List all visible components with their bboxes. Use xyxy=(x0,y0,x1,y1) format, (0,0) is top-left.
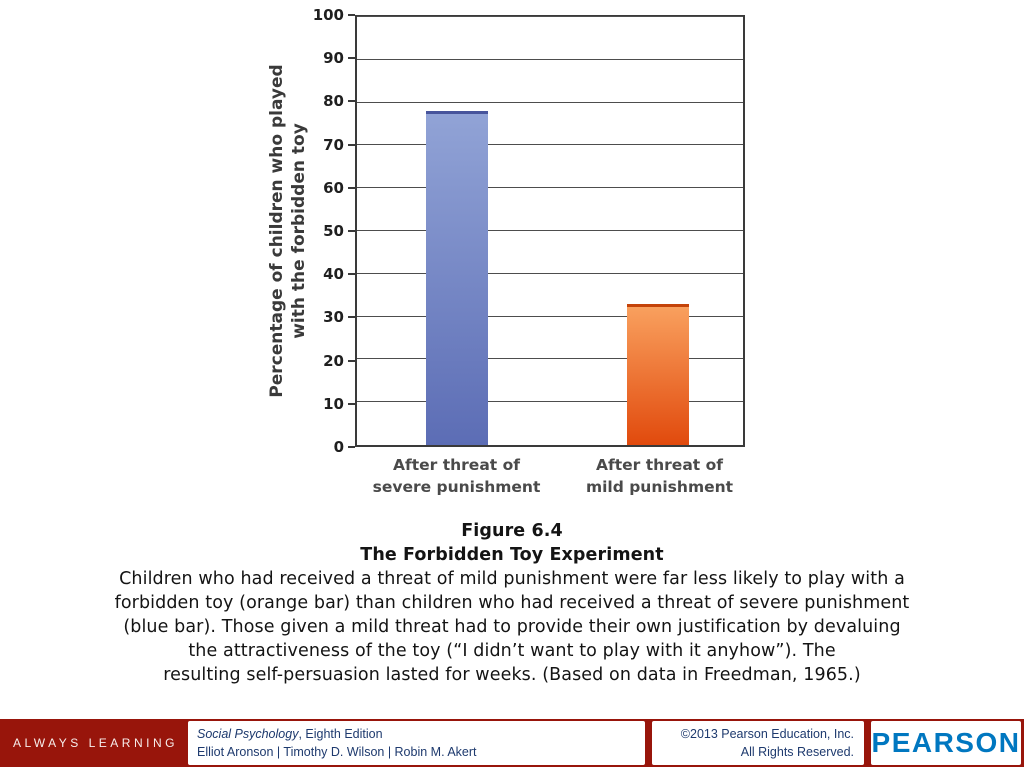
y-tick: 100 xyxy=(313,6,355,24)
gridline xyxy=(357,358,743,360)
y-tick-label: 90 xyxy=(323,49,344,68)
y-tick-mark xyxy=(348,230,355,232)
y-tick-mark xyxy=(348,186,355,189)
y-tick-mark xyxy=(348,273,355,276)
footer-book-info: Social Psychology, Eighth Edition Elliot… xyxy=(188,721,645,765)
pearson-logo: PEARSON xyxy=(871,726,1021,758)
x-label-severe: After threat of severe punishment xyxy=(359,455,554,498)
y-tick-mark xyxy=(348,100,355,103)
y-tick-mark xyxy=(348,316,355,319)
footer-logo-box: PEARSON xyxy=(871,721,1021,765)
gridline xyxy=(357,315,743,317)
gridline xyxy=(357,187,743,189)
y-tick-label: 0 xyxy=(333,438,344,456)
gridline xyxy=(357,58,743,60)
gridline xyxy=(357,144,743,146)
y-tick: 50 xyxy=(323,222,355,240)
caption-line: forbidden toy (orange bar) than children… xyxy=(114,593,910,613)
gridline xyxy=(357,16,743,17)
gridline xyxy=(357,401,743,403)
bar-mild-punishment xyxy=(627,303,690,445)
figure-caption: Figure 6.4 The Forbidden Toy Experiment … xyxy=(0,519,1024,687)
x-label-mild-line2: mild punishment xyxy=(585,477,734,496)
x-label-severe-line1: After threat of xyxy=(393,456,520,474)
x-label-severe-line2: severe punishment xyxy=(372,477,541,496)
y-tick-label: 50 xyxy=(323,222,344,240)
y-tick: 30 xyxy=(323,308,355,326)
y-tick-label: 80 xyxy=(323,92,344,111)
y-axis: 0 10 20 30 40 50 60 70 80 90 100 xyxy=(300,6,355,456)
x-label-mild: After threat of mild punishment xyxy=(562,455,757,498)
y-tick-mark xyxy=(348,359,355,362)
gridline xyxy=(357,272,743,274)
y-tick-label: 40 xyxy=(323,265,344,284)
y-tick-mark xyxy=(348,14,355,16)
caption-line: (blue bar). Those given a mild threat ha… xyxy=(123,617,901,637)
caption-line: resulting self-persuasion lasted for wee… xyxy=(163,665,861,685)
gridline xyxy=(357,101,743,103)
book-title: Social Psychology, Eighth Edition xyxy=(197,725,383,743)
book-title-italic: Social Psychology xyxy=(197,726,299,741)
y-tick: 40 xyxy=(323,265,355,283)
y-tick: 90 xyxy=(323,49,355,67)
y-tick-mark xyxy=(348,143,355,146)
y-tick: 80 xyxy=(323,92,355,110)
y-tick: 20 xyxy=(323,352,355,370)
y-tick-label: 100 xyxy=(312,6,344,24)
y-tick-label: 60 xyxy=(323,178,344,197)
y-tick: 0 xyxy=(334,438,355,456)
x-axis-labels: After threat of severe punishment After … xyxy=(355,455,745,498)
copyright-line1: ©2013 Pearson Education, Inc. xyxy=(680,726,854,741)
y-tick-label: 70 xyxy=(323,135,344,154)
y-tick: 10 xyxy=(323,395,355,413)
figure-label: Figure 6.4 xyxy=(461,521,563,541)
bar-slot-mild xyxy=(550,17,743,445)
copyright-line2: All Rights Reserved. xyxy=(740,745,854,759)
bar-slot-severe xyxy=(357,17,550,445)
book-title-edition: , Eighth Edition xyxy=(298,726,383,741)
x-label-mild-line1: After threat of xyxy=(596,456,723,474)
always-learning-label: ALWAYS LEARNING xyxy=(13,736,178,750)
gridline xyxy=(357,230,743,231)
bar-severe-punishment xyxy=(426,111,489,445)
book-authors: Elliot Aronson | Timothy D. Wilson | Rob… xyxy=(197,745,477,759)
caption-line: the attractiveness of the toy (“I didn’t… xyxy=(188,641,836,661)
y-tick-label: 30 xyxy=(323,308,344,327)
footer-bar: ALWAYS LEARNING Social Psychology, Eight… xyxy=(0,719,1024,767)
figure-title: The Forbidden Toy Experiment xyxy=(360,545,664,565)
caption-line: Children who had received a threat of mi… xyxy=(119,569,905,589)
y-tick-label: 20 xyxy=(323,351,344,370)
y-tick-mark xyxy=(348,446,355,448)
y-tick-label: 10 xyxy=(323,394,344,413)
y-tick-mark xyxy=(348,402,355,405)
y-tick: 70 xyxy=(323,136,355,154)
y-tick-mark xyxy=(348,57,355,60)
footer-copyright: ©2013 Pearson Education, Inc. All Rights… xyxy=(652,721,864,765)
plot-area xyxy=(355,15,745,447)
y-tick: 60 xyxy=(323,179,355,197)
y-axis-title-line1: Percentage of children who played xyxy=(266,64,287,398)
